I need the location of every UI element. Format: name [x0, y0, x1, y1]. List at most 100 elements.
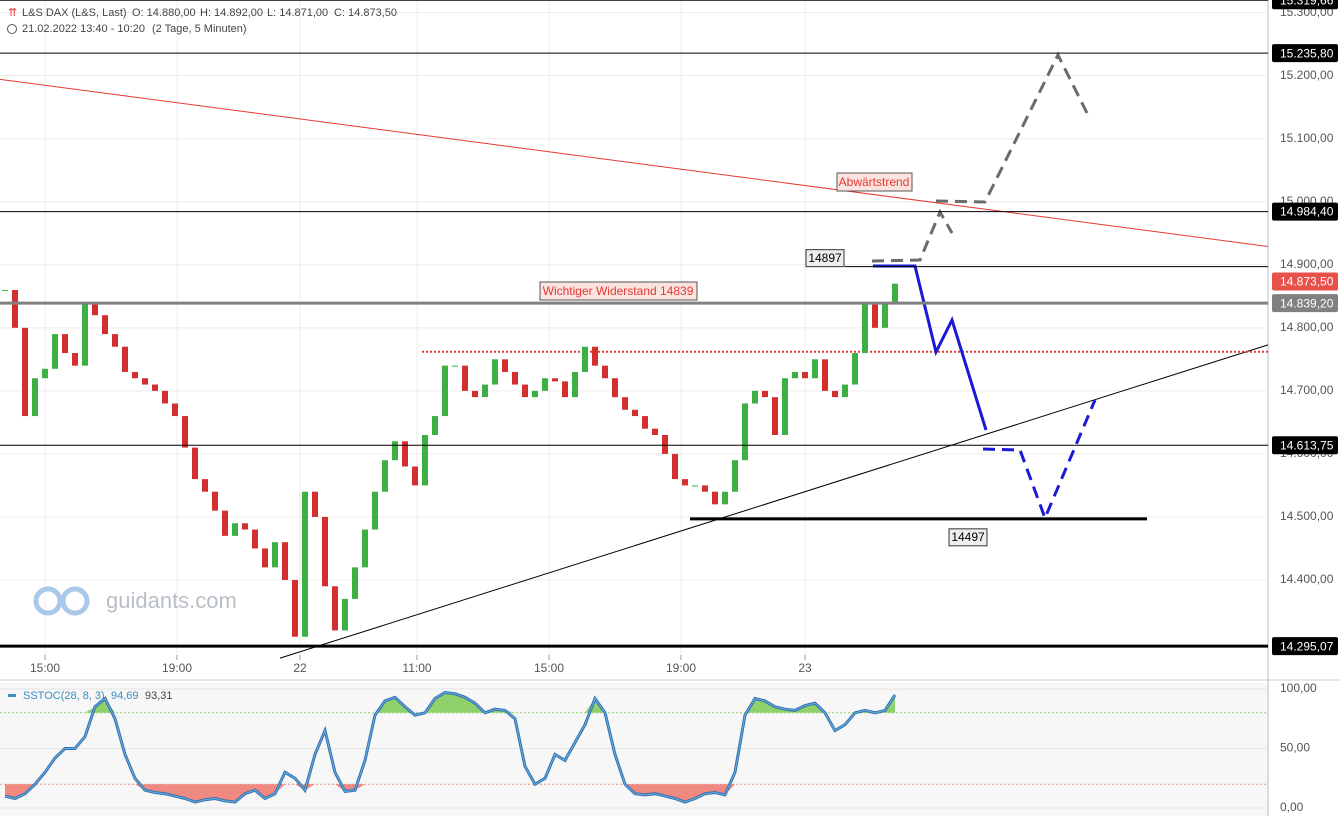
note-text: Wichtiger Widerstand 14839: [543, 284, 694, 298]
candle: [132, 371, 138, 379]
candle: [882, 302, 888, 328]
level-tag: [1272, 44, 1338, 63]
y-tick-label: 15.100,00: [1280, 131, 1334, 145]
level-label: 15.319,66: [1280, 0, 1334, 7]
ohlc: C: 14.873,50: [334, 7, 397, 19]
candle: [282, 542, 288, 580]
candle: [292, 579, 298, 637]
y-tick-label: 14.800,00: [1280, 320, 1334, 334]
x-tick-label: 23: [798, 661, 812, 675]
level-label: 14.839,20: [1280, 296, 1334, 310]
candle: [472, 390, 478, 398]
indicator-value: 93,31: [145, 690, 173, 702]
y-tick-label: 100,00: [1280, 681, 1317, 695]
candle: [162, 390, 168, 404]
candle: [772, 397, 778, 435]
candle: [572, 371, 578, 398]
x-tick-label: 19:00: [666, 661, 696, 675]
candle: [812, 359, 818, 379]
candle: [692, 485, 698, 487]
candle: [542, 378, 548, 391]
trendline: [279, 344, 1269, 659]
candle: [142, 378, 148, 385]
watermark: guidants.com: [33, 586, 237, 616]
candle: [672, 453, 678, 480]
note-text: Abwärtstrend: [839, 175, 910, 189]
indicator-value: 94,69: [111, 690, 139, 702]
candle: [492, 359, 498, 385]
candle: [762, 390, 768, 398]
candle: [602, 365, 608, 379]
x-tick-label: 22: [293, 661, 307, 675]
level-tag: [1272, 0, 1338, 10]
legend: ⇈ L&S DAX (L&S, Last) O: 14.880,00 H: 14…: [7, 7, 397, 35]
candle: [652, 428, 658, 435]
x-tick-label: 15:00: [534, 661, 564, 675]
candle: [562, 381, 568, 398]
candle: [452, 365, 458, 367]
candle: [842, 384, 848, 398]
candle: [332, 586, 338, 631]
candle: [502, 359, 508, 372]
candle: [382, 460, 388, 492]
candle: [642, 416, 648, 429]
candle: [272, 542, 278, 568]
y-tick-label: 0,00: [1280, 800, 1304, 814]
projection-gray: [935, 51, 1089, 204]
ohlc: H: 14.892,00: [200, 7, 263, 19]
candle: [792, 371, 798, 379]
candle: [232, 523, 238, 536]
y-tick-label: 14.400,00: [1280, 572, 1334, 586]
candle: [802, 371, 808, 379]
indicator-label: SSTOC(28, 8, 3): [23, 690, 105, 702]
candle: [832, 390, 838, 398]
candle: [202, 479, 208, 492]
candle: [422, 434, 428, 486]
candle: [742, 403, 748, 461]
y-tick-label: 50,00: [1280, 741, 1310, 755]
candle: [42, 368, 48, 379]
candle: [782, 378, 788, 435]
note-box: [539, 281, 698, 301]
annotation-box: [805, 249, 845, 268]
annotation-label: 14897: [808, 251, 842, 265]
title: L&S DAX (L&S, Last): [22, 7, 127, 19]
logo: [33, 586, 63, 616]
candle: [892, 283, 898, 303]
indicator-line-inner: [4, 691, 896, 803]
candle: [22, 327, 28, 417]
indicator-legend: SSTOC(28, 8, 3) 94,69 93,31: [8, 690, 173, 702]
candle: [872, 302, 878, 328]
watermark-text: guidants.com: [106, 588, 237, 613]
x-tick-label: 15:00: [30, 661, 60, 675]
y-tick-label: 14.900,00: [1280, 257, 1334, 271]
candle: [522, 384, 528, 398]
candle: [592, 346, 598, 366]
level-tag: [1272, 202, 1338, 221]
candle: [552, 378, 558, 382]
candle: [302, 491, 308, 637]
y-tick-label: 14.500,00: [1280, 509, 1334, 523]
candle: [662, 434, 668, 454]
level-tag: [1272, 637, 1338, 656]
candle: [712, 491, 718, 505]
note-box: [836, 172, 913, 192]
x-tick-label: 11:00: [402, 661, 431, 675]
legend-swatch: [8, 694, 16, 697]
candle: [462, 365, 468, 391]
candle: [702, 485, 708, 492]
period: (2 Tage, 5 Minuten): [152, 23, 247, 35]
level-label: 15.235,80: [1280, 46, 1334, 60]
candle: [362, 529, 368, 568]
candle: [112, 334, 118, 347]
level-tag: [1272, 272, 1338, 291]
projection-blue: [982, 399, 1097, 523]
subtitle: 21.02.2022 13:40 - 10:20: [22, 23, 145, 35]
candle: [612, 378, 618, 398]
level-label: 14.873,50: [1280, 275, 1334, 289]
candle: [582, 346, 588, 372]
candle: [402, 441, 408, 467]
candle: [392, 441, 398, 461]
candle: [32, 378, 38, 417]
level-label: 14.295,07: [1280, 639, 1334, 653]
